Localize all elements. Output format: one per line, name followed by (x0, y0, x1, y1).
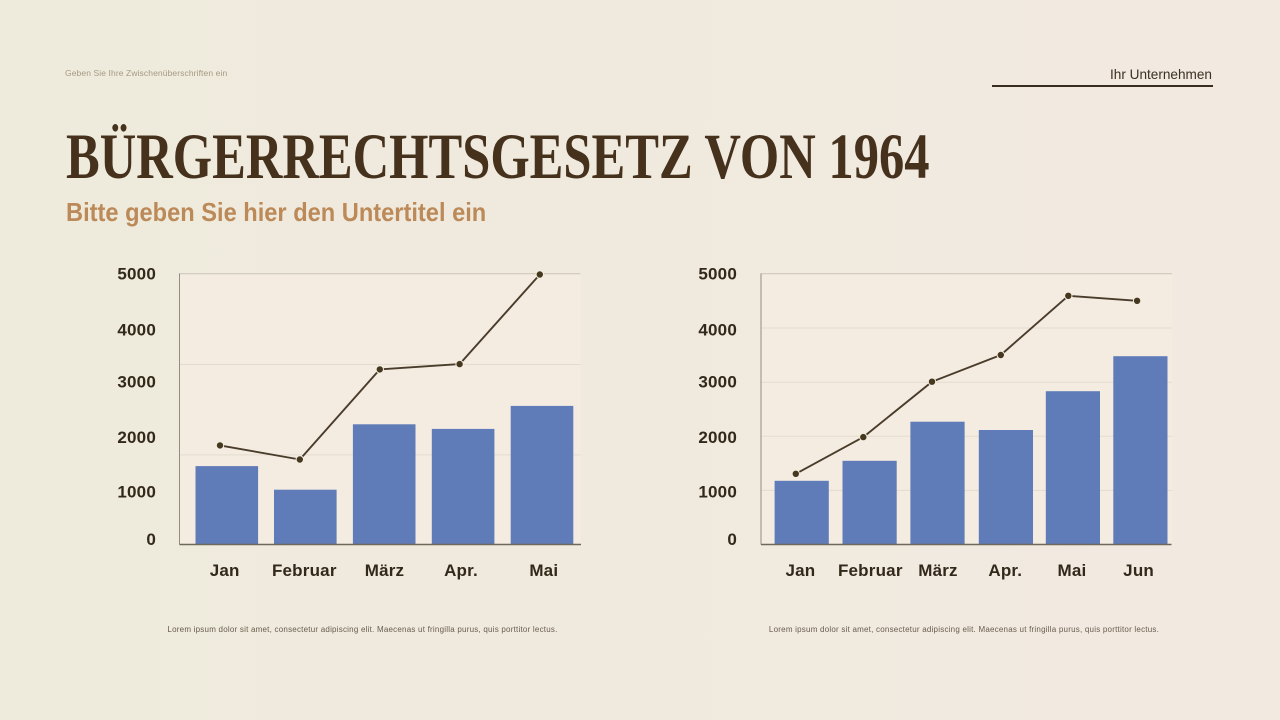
svg-text:5000: 5000 (698, 265, 737, 284)
svg-text:4000: 4000 (698, 320, 737, 339)
svg-text:Mai: Mai (529, 561, 558, 580)
svg-text:0: 0 (727, 530, 737, 549)
svg-text:Februar: Februar (838, 561, 903, 580)
svg-text:2000: 2000 (698, 428, 737, 447)
svg-text:Jun: Jun (1123, 561, 1154, 580)
svg-text:3000: 3000 (698, 373, 737, 392)
svg-text:2000: 2000 (117, 428, 156, 447)
svg-text:Mai: Mai (1058, 561, 1087, 580)
svg-text:1000: 1000 (698, 483, 737, 502)
svg-text:4000: 4000 (117, 320, 156, 339)
svg-text:Apr.: Apr. (444, 561, 478, 580)
svg-text:Apr.: Apr. (988, 561, 1022, 580)
svg-text:3000: 3000 (117, 373, 156, 392)
svg-text:Jan: Jan (785, 561, 815, 580)
svg-text:Februar: Februar (272, 561, 337, 580)
svg-text:0: 0 (146, 530, 156, 549)
svg-text:März: März (365, 561, 405, 580)
svg-text:1000: 1000 (117, 483, 156, 502)
svg-text:5000: 5000 (117, 265, 156, 284)
svg-text:Jan: Jan (210, 561, 240, 580)
svg-text:März: März (918, 561, 958, 580)
